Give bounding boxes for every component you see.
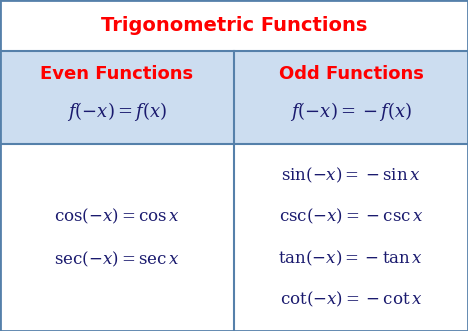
- Text: $f(-x) = -f(x)$: $f(-x) = -f(x)$: [290, 100, 412, 123]
- Text: Trigonometric Functions: Trigonometric Functions: [101, 16, 367, 35]
- Bar: [0, 0, 468, 51]
- Text: $\mathrm{cos}(-x) = \mathrm{cos}\, x$: $\mathrm{cos}(-x) = \mathrm{cos}\, x$: [54, 206, 180, 226]
- Text: Even Functions: Even Functions: [40, 66, 194, 83]
- Text: $\mathrm{tan}(-x) = -\mathrm{tan}\, x$: $\mathrm{tan}(-x) = -\mathrm{tan}\, x$: [278, 249, 424, 268]
- Text: Odd Functions: Odd Functions: [278, 66, 424, 83]
- Text: $\mathrm{sec}(-x) = \mathrm{sec}\, x$: $\mathrm{sec}(-x) = \mathrm{sec}\, x$: [54, 249, 180, 269]
- Text: $f(-x) = f(x)$: $f(-x) = f(x)$: [67, 100, 167, 123]
- Bar: [0, 51, 468, 144]
- Text: $\mathrm{cot}(-x) = -\mathrm{cot}\, x$: $\mathrm{cot}(-x) = -\mathrm{cot}\, x$: [280, 290, 422, 309]
- Text: $\mathrm{sin}(-x) = -\mathrm{sin}\, x$: $\mathrm{sin}(-x) = -\mathrm{sin}\, x$: [281, 166, 421, 185]
- Bar: [0, 144, 468, 331]
- Text: $\mathrm{csc}(-x) = -\mathrm{csc}\, x$: $\mathrm{csc}(-x) = -\mathrm{csc}\, x$: [278, 207, 424, 226]
